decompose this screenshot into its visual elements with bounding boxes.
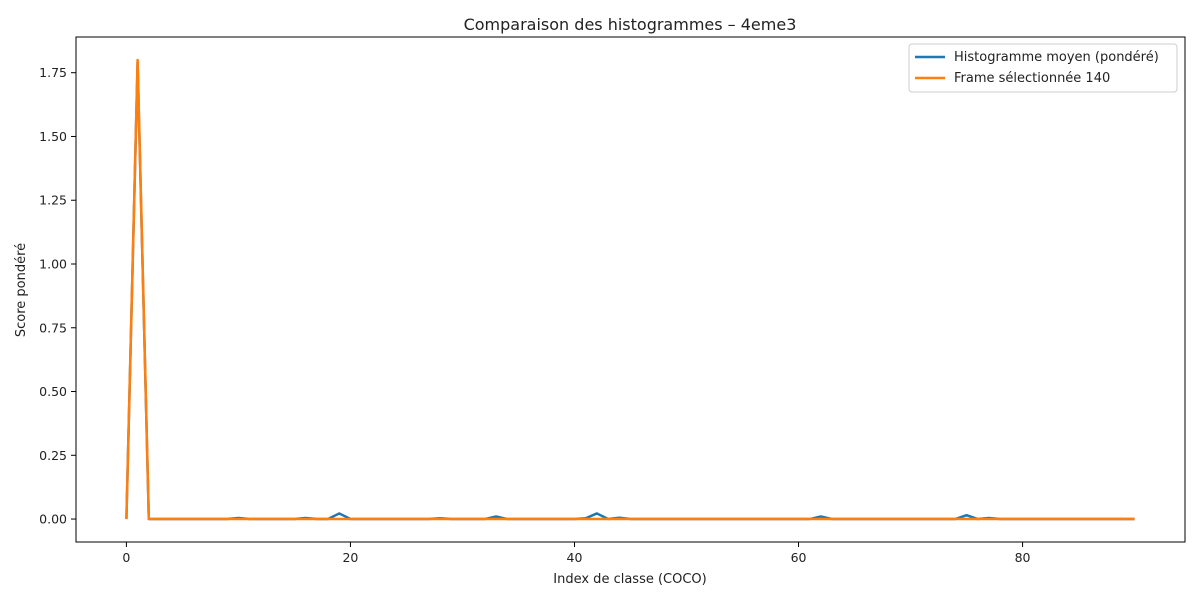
x-tick-label: 60 bbox=[791, 550, 807, 565]
y-tick-label: 0.75 bbox=[39, 320, 67, 335]
legend-label-average: Histogramme moyen (pondéré) bbox=[954, 50, 1159, 65]
y-axis-label: Score pondéré bbox=[14, 243, 29, 337]
y-tick-label: 1.50 bbox=[39, 129, 67, 144]
y-tick-label: 1.75 bbox=[39, 65, 67, 80]
x-tick-label: 20 bbox=[342, 550, 358, 565]
legend: Histogramme moyen (pondéré) Frame sélect… bbox=[908, 43, 1178, 93]
chart-title: Comparaison des histogrammes – 4eme3 bbox=[464, 15, 797, 34]
legend-label-selected-frame: Frame sélectionnée 140 bbox=[954, 71, 1110, 86]
y-tick-label: 0.00 bbox=[39, 512, 67, 527]
x-tick-label: 80 bbox=[1015, 550, 1031, 565]
x-tick-label: 40 bbox=[567, 550, 583, 565]
x-axis-label: Index de classe (COCO) bbox=[553, 572, 706, 587]
series-line-average bbox=[125, 61, 1135, 521]
x-tick-label: 0 bbox=[122, 550, 130, 565]
y-tick-label: 1.00 bbox=[39, 256, 67, 271]
x-axis-ticks: 0 20 40 60 80 bbox=[122, 542, 1031, 565]
series-line-selected-frame bbox=[125, 58, 1135, 521]
series-layer bbox=[125, 58, 1135, 521]
y-tick-label: 0.50 bbox=[39, 384, 67, 399]
y-tick-label: 1.25 bbox=[39, 193, 67, 208]
legend-box bbox=[908, 43, 1178, 93]
y-axis-ticks: 0.00 0.25 0.50 0.75 1.00 1.25 1.50 1.75 bbox=[39, 65, 76, 527]
y-tick-label: 0.25 bbox=[39, 448, 67, 463]
plot-area-frame bbox=[75, 36, 1186, 543]
